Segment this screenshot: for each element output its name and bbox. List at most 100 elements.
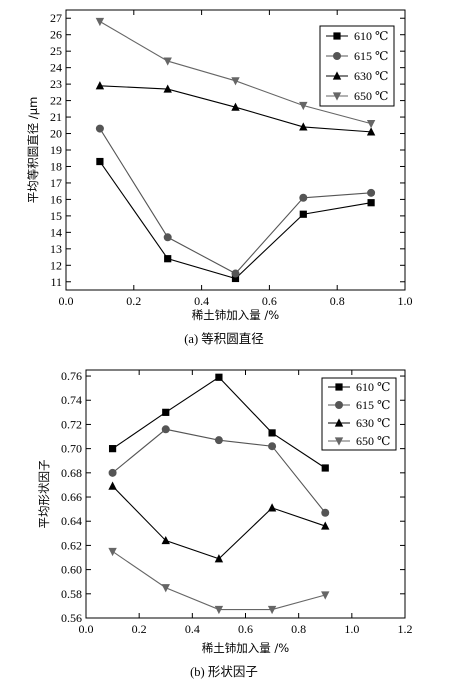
y-tick-label: 0.70 — [61, 442, 82, 456]
y-tick-label: 27 — [50, 11, 62, 25]
data-point — [231, 274, 240, 283]
series-650 — [108, 547, 330, 615]
y-tick-label: 24 — [50, 61, 62, 75]
data-point — [161, 425, 170, 434]
legend-label: 610 ℃ — [356, 380, 390, 394]
data-point — [108, 481, 117, 490]
x-tick-label: 0.6 — [262, 294, 277, 308]
y-tick-label: 0.68 — [61, 466, 82, 480]
chart-b: 0.0 0.2 0.4 0.6 0.8 1.0 1.2 0.56 0.58 0.60 0.62 0.6… — [37, 369, 413, 679]
data-point — [268, 442, 277, 451]
legend-marker — [333, 32, 341, 40]
x-tick-label: 0.0 — [79, 622, 94, 636]
y-tick-label: 21 — [50, 110, 62, 124]
legend-marker — [333, 52, 341, 60]
x-tick-label: 0.8 — [291, 622, 306, 636]
series-615 — [95, 124, 376, 278]
series-630 — [95, 81, 376, 136]
series-615 — [108, 425, 330, 517]
y-tick-label: 14 — [50, 225, 62, 239]
data-point — [231, 269, 240, 278]
y-tick-label: 23 — [50, 77, 62, 91]
legend-label: 630 ℃ — [356, 416, 390, 430]
series-610 — [108, 373, 329, 472]
y-tick-label: 15 — [50, 209, 62, 223]
legend-marker — [335, 383, 343, 391]
y-tick-label: 17 — [50, 176, 62, 190]
data-point — [299, 122, 308, 131]
legend-label: 650 ℃ — [356, 434, 390, 448]
data-point — [108, 468, 117, 477]
data-point — [163, 84, 172, 93]
series-650 — [95, 17, 376, 129]
series-630 — [108, 481, 330, 563]
x-tick-label: 0.4 — [194, 294, 209, 308]
y-tick-label: 25 — [50, 44, 62, 58]
data-point — [267, 605, 277, 615]
legend-box — [319, 25, 395, 107]
data-point — [214, 605, 224, 615]
series-line — [99, 128, 372, 275]
data-point — [164, 255, 172, 263]
data-point — [215, 373, 223, 381]
y-tick-label: 20 — [50, 127, 62, 141]
series-line — [112, 485, 326, 560]
x-axis-title: 稀土铈加入量 /% — [192, 308, 280, 322]
legend-marker — [334, 437, 344, 446]
x-tick-label: 0.4 — [185, 622, 200, 636]
data-point — [367, 188, 376, 197]
chart-a: 0.0 0.2 0.4 0.6 0.8 1.0 11 12 13 14 15 16 17 18 19 20 21… — [26, 9, 413, 346]
legend-label: 615 ℃ — [354, 49, 388, 63]
data-point — [367, 199, 375, 207]
y-tick-label: 11 — [50, 275, 62, 289]
legend-label: 630 ℃ — [354, 69, 388, 83]
y-tick-label: 13 — [50, 242, 62, 256]
y-tick-label: 0.66 — [61, 490, 82, 504]
data-point — [214, 554, 224, 563]
y-tick-label: 18 — [50, 159, 62, 173]
x-tick-label: 0.6 — [238, 622, 253, 636]
data-point — [299, 193, 308, 202]
series-line — [99, 161, 372, 280]
data-point — [214, 436, 223, 445]
data-point — [96, 157, 104, 166]
y-tick-label: 0.62 — [61, 538, 82, 552]
series-610 — [96, 157, 375, 283]
figure-caption: (b) 形状因子 — [190, 665, 258, 679]
data-point — [299, 210, 307, 218]
data-point — [268, 429, 276, 437]
y-tick-label: 22 — [50, 94, 62, 108]
y-tick-label: 26 — [50, 28, 62, 42]
x-axis-title: 稀土铈加入量 /% — [202, 641, 290, 655]
y-tick-label: 0.72 — [61, 417, 82, 431]
legend-marker — [332, 71, 342, 80]
figure-caption: (a) 等积圆直径 — [184, 331, 264, 346]
legend-label: 610 ℃ — [354, 29, 388, 43]
data-point — [161, 584, 170, 593]
data-point — [299, 101, 308, 111]
x-tick-label: 1.2 — [398, 622, 413, 636]
y-tick-label: 12 — [50, 258, 62, 272]
data-point — [321, 521, 330, 530]
legend-marker — [332, 92, 342, 101]
x-tick-label: 0.8 — [330, 294, 345, 308]
y-tick-label: 0.56 — [61, 611, 82, 625]
x-tick-label: 0.0 — [59, 294, 74, 308]
data-point — [366, 127, 376, 136]
data-point — [231, 77, 240, 86]
y-tick-label: 0.60 — [61, 563, 82, 577]
legend: 610 ℃ 615 ℃ 630 ℃ 650 ℃ — [321, 377, 397, 451]
legend-label: 615 ℃ — [356, 398, 390, 412]
y-tick-label: 19 — [50, 143, 62, 157]
legend: 610 ℃ 615 ℃ 630 ℃ 650 ℃ — [319, 25, 395, 107]
x-tick-label: 1.0 — [344, 622, 359, 636]
x-tick-label: 1.0 — [398, 294, 413, 308]
data-point — [163, 57, 172, 66]
data-point — [321, 464, 329, 472]
data-point — [95, 81, 105, 90]
y-axis-title: 平均等积圆直径 /μm — [26, 97, 40, 204]
data-point — [267, 503, 277, 512]
y-tick-label: 0.64 — [61, 514, 82, 528]
legend-box — [321, 377, 397, 451]
